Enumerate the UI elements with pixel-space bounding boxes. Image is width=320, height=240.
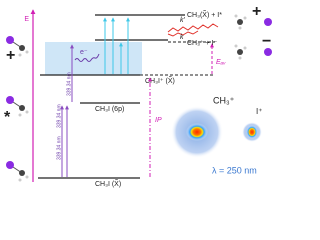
image-core [246, 125, 258, 139]
state-mark: * [4, 109, 11, 126]
channel-path [167, 23, 219, 33]
molecule [6, 36, 29, 57]
level-label: CH₃I⁺ (X̃) [145, 77, 175, 85]
photon-label: 339.34 nm [56, 104, 62, 128]
electron-path [74, 53, 100, 62]
electron-label: e⁻ [80, 49, 88, 56]
rate-label: k' [180, 17, 186, 24]
molecule [234, 44, 272, 60]
molecule [234, 14, 272, 30]
state-mark: + [252, 3, 261, 20]
level-label: CH₃I (6p) [95, 106, 124, 113]
eav-label: Eₐᵥ [216, 59, 226, 66]
image-core [186, 123, 208, 141]
channel-label: CH₃⁺ + I⁻ [187, 40, 218, 47]
diagram: E CH₃I (X̃) CH₃I (6p) CH₃I⁺ (X̃) 339.34 … [4, 3, 272, 188]
state-mark: + [6, 47, 15, 64]
channel-path [167, 30, 199, 37]
continuum [45, 42, 142, 75]
molecule [6, 161, 29, 182]
molecule [6, 96, 29, 117]
photon-label: 339.34 nm [56, 136, 62, 160]
axis-label: E [24, 16, 29, 23]
wavelength-label: λ = 250 nm [212, 165, 257, 175]
image-label: CH₃⁺ [213, 95, 235, 105]
ip-label: IP [155, 117, 162, 124]
channel-label: CH₃(X̃) + I* [187, 11, 222, 19]
photon-label: 339.34 nm [66, 72, 72, 96]
image-label: I⁺ [256, 107, 262, 116]
level-label: CH₃I (X̃) [95, 180, 121, 188]
rate-label: k [180, 34, 184, 41]
state-mark: − [262, 33, 271, 50]
